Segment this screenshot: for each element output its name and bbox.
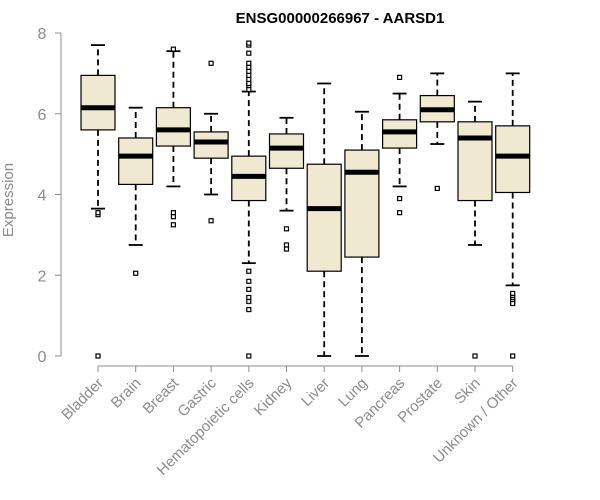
- box-kidney: [268, 116, 305, 252]
- x-tick-label: Bladder: [58, 375, 107, 424]
- outlier-point: [283, 226, 290, 232]
- outlier-point: [283, 246, 290, 252]
- outlier-point: [170, 214, 176, 220]
- outlier-point: [246, 68, 252, 74]
- outlier-point: [95, 210, 101, 216]
- outlier-point: [510, 353, 516, 359]
- iqr-box: [193, 131, 229, 159]
- x-tick-label: Kidney: [251, 374, 296, 419]
- y-tick-label: 0: [38, 349, 47, 366]
- iqr-box: [268, 133, 305, 169]
- outlier-point: [95, 353, 101, 359]
- outlier-point: [246, 86, 252, 93]
- iqr-box: [155, 107, 191, 147]
- outlier-point: [208, 218, 214, 224]
- iqr-box: [457, 121, 493, 202]
- outlier-point: [434, 185, 440, 192]
- y-tick-label: 4: [38, 188, 47, 205]
- box-gastric: [193, 60, 229, 224]
- outlier-point: [246, 80, 252, 87]
- iqr-box: [306, 163, 342, 272]
- box-brain: [118, 106, 154, 276]
- outlier-point: [246, 294, 252, 301]
- outlier-point: [397, 210, 403, 216]
- box-hematopoietic-cells: [231, 40, 267, 359]
- outlier-point: [246, 278, 252, 284]
- outlier-point: [208, 60, 214, 66]
- chart-title: ENSG00000266967 - AARSD1: [236, 10, 445, 27]
- outlier-point: [246, 76, 252, 83]
- iqr-box: [118, 137, 154, 186]
- y-axis-label: Expression: [0, 163, 17, 237]
- box-bladder: [80, 44, 116, 359]
- x-tick-label: Skin: [451, 375, 484, 408]
- outlier-point: [397, 74, 403, 81]
- outlier-point: [510, 300, 516, 307]
- box-unknown-other: [495, 72, 531, 359]
- box-breast: [155, 46, 191, 228]
- y-axis: 0 2 4 6 8: [38, 26, 62, 366]
- y-tick-label: 2: [38, 268, 47, 285]
- outlier-point: [133, 270, 139, 276]
- outlier-point: [246, 64, 252, 70]
- outlier-point: [510, 290, 516, 297]
- outlier-point: [246, 40, 252, 46]
- outlier-point: [397, 195, 403, 202]
- plot-area: [80, 40, 531, 359]
- outlier-point: [246, 353, 252, 359]
- y-tick-label: 8: [38, 26, 47, 43]
- iqr-box: [495, 125, 531, 194]
- x-tick-label: Liver: [298, 375, 333, 410]
- iqr-box: [80, 74, 116, 131]
- outlier-point: [246, 298, 252, 305]
- outlier-point: [246, 72, 252, 78]
- box-skin: [457, 100, 493, 359]
- outlier-point: [246, 268, 252, 274]
- box-prostate: [419, 72, 455, 192]
- box-lung: [344, 110, 380, 357]
- outlier-point: [283, 242, 290, 248]
- y-tick-label: 6: [38, 107, 47, 124]
- outlier-point: [170, 46, 176, 52]
- outlier-point: [246, 306, 252, 313]
- outlier-point: [246, 50, 252, 56]
- box-pancreas: [382, 74, 418, 216]
- box-liver: [306, 82, 342, 357]
- outlier-point: [246, 60, 252, 66]
- iqr-box: [344, 149, 380, 258]
- outlier-point: [246, 286, 252, 292]
- outlier-point: [472, 353, 478, 359]
- outlier-point: [170, 210, 176, 216]
- outlier-point: [170, 222, 176, 228]
